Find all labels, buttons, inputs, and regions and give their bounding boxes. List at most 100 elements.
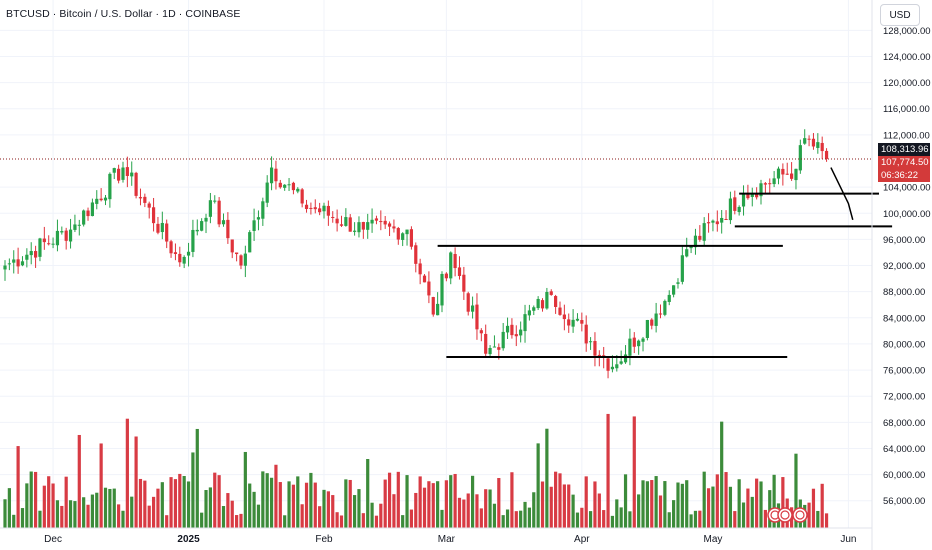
- price-tick-label: 92,000.00: [883, 261, 925, 272]
- candle-body: [387, 223, 392, 227]
- candle-body: [418, 263, 422, 275]
- candle-body: [261, 201, 265, 219]
- candle-body: [138, 197, 143, 199]
- volume-bar: [715, 474, 719, 528]
- candle-body: [326, 205, 330, 216]
- volume-bar: [396, 471, 400, 528]
- volume-bar: [186, 481, 191, 528]
- currency-button[interactable]: USD: [880, 4, 920, 26]
- candle-body: [807, 138, 811, 140]
- candle-body: [427, 281, 431, 296]
- price-tick-label: 60,000.00: [883, 470, 925, 481]
- volume-bar: [64, 476, 68, 528]
- candle-body: [186, 251, 191, 256]
- candle-body: [737, 206, 741, 213]
- candle-body: [584, 324, 588, 344]
- flag-circle: [777, 507, 793, 523]
- volume-bar: [418, 476, 422, 528]
- candle-body: [470, 305, 475, 312]
- candle-body: [641, 338, 645, 342]
- volume-bar: [51, 483, 55, 528]
- candle-body: [488, 347, 492, 355]
- volume-bar: [287, 481, 291, 528]
- candle-body: [790, 173, 794, 179]
- volume-bar: [7, 488, 11, 528]
- price-axis[interactable]: 128,000.00 124,000.00 120,000.00 116,000.00…: [871, 0, 931, 550]
- candle-body: [759, 183, 763, 197]
- candle-body: [606, 358, 610, 371]
- candle-body: [265, 182, 269, 203]
- candle-body: [741, 193, 746, 207]
- volume-bar: [807, 502, 811, 528]
- candle-body: [51, 243, 55, 245]
- price-tick-label: 100,000.00: [883, 209, 931, 220]
- candle-body: [283, 184, 287, 188]
- candle-body: [536, 298, 540, 309]
- volume-bar: [156, 488, 160, 528]
- volume-bar: [737, 479, 741, 528]
- volume-bar: [95, 492, 99, 528]
- candle-body: [86, 210, 90, 217]
- candle-body: [755, 193, 759, 198]
- volume-bar: [42, 485, 46, 528]
- candle-body: [344, 217, 348, 226]
- candle-body: [405, 229, 409, 235]
- price-tick-label: 104,000.00: [883, 183, 931, 194]
- volume-bar: [147, 505, 151, 528]
- candle-body: [204, 217, 208, 222]
- volume-bar: [379, 503, 383, 528]
- volume-bar: [466, 493, 470, 528]
- volume-bar: [811, 488, 816, 528]
- volume-bar: [580, 507, 584, 528]
- volume-bar: [335, 512, 339, 528]
- volume-bar: [575, 512, 580, 528]
- volume-bar: [370, 502, 374, 528]
- volume-bar: [300, 504, 304, 528]
- candle-body: [348, 217, 352, 232]
- volume-bar: [733, 511, 737, 528]
- price-tick-label: 80,000.00: [883, 339, 925, 350]
- candle-body: [252, 220, 256, 232]
- candle-body: [90, 202, 94, 217]
- candle-body: [20, 261, 25, 266]
- volume-bar: [414, 492, 418, 528]
- event-flags[interactable]: [767, 507, 808, 523]
- candle-body: [322, 205, 326, 212]
- candle-body: [580, 320, 584, 324]
- volume-bar: [68, 500, 73, 528]
- volume-bar: [676, 482, 680, 528]
- candle-body: [38, 238, 42, 257]
- candle-body: [733, 197, 737, 211]
- candle-body: [702, 223, 706, 241]
- volume-bar: [768, 490, 772, 528]
- last-price-label: 108,313.96: [878, 143, 930, 157]
- candle-body: [353, 230, 357, 232]
- candle-body: [763, 183, 767, 185]
- candle-body: [554, 296, 558, 307]
- candle-body: [816, 142, 820, 148]
- volume-bar: [532, 492, 536, 528]
- volume-bar: [759, 481, 763, 528]
- volume-bar: [12, 514, 16, 528]
- candle-body: [134, 172, 138, 196]
- price-tick-label: 116,000.00: [883, 104, 930, 115]
- volume-bar: [269, 477, 274, 528]
- candle-body: [623, 354, 628, 363]
- candle-body: [492, 346, 497, 348]
- candle-body: [7, 263, 11, 265]
- volume-bar: [208, 487, 212, 528]
- volume-bar: [16, 446, 20, 528]
- volume-bar: [73, 501, 77, 528]
- candle-body: [208, 200, 212, 217]
- candle-body: [339, 224, 344, 226]
- volume-bar: [545, 428, 549, 528]
- candle-body: [588, 341, 593, 343]
- candle-body: [558, 307, 562, 315]
- candle-body: [549, 291, 553, 295]
- drawing-annotations[interactable]: [437, 167, 893, 358]
- candle-body: [235, 252, 239, 255]
- volume-bar: [724, 472, 728, 528]
- volume-bar: [112, 488, 116, 528]
- time-axis[interactable]: Dec 2025 Feb Mar Apr May Jun: [0, 527, 872, 545]
